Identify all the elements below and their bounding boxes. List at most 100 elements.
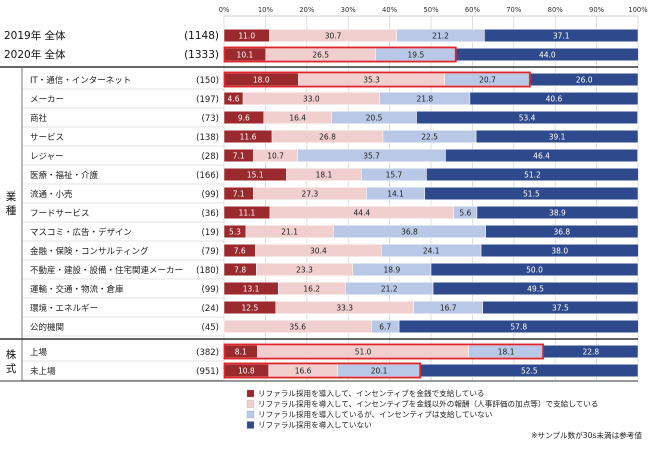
- row-count: (99): [202, 190, 219, 200]
- legend-swatch: [246, 400, 255, 408]
- bar-segment: [430, 263, 639, 276]
- row-count: (36): [202, 209, 219, 219]
- segment-value-label: 22.8: [582, 347, 599, 356]
- row-count: (79): [202, 247, 219, 257]
- row-label: 上場: [30, 347, 48, 358]
- bar-row: 上場 (382) 8.1 51.0 18.1 22.8: [23, 343, 639, 362]
- row-label: 金融・保険・コンサルティング: [30, 246, 149, 257]
- bar-segment: [484, 29, 639, 42]
- segment-value-label: 46.4: [533, 151, 550, 160]
- segment-value-label: 18.9: [384, 265, 401, 274]
- segment-value-label: 7.1: [233, 151, 245, 160]
- segment-value-label: 21.2: [381, 284, 398, 293]
- row-count: (1333): [184, 49, 219, 61]
- segment-value-label: 6.7: [379, 322, 391, 331]
- segment-value-label: 33.3: [336, 303, 353, 312]
- x-tick-label: 30%: [341, 6, 357, 14]
- x-tick-label: 40%: [382, 6, 398, 14]
- segment-value-label: 27.3: [302, 189, 319, 198]
- segment-value-label: 16.6: [295, 366, 312, 375]
- segment-value-label: 7.1: [233, 189, 245, 198]
- row-label: IT・通信・インターネット: [30, 75, 131, 86]
- bar-row: 2019年 全体 (1148) 11.0 30.7 21.2 37.1: [4, 29, 639, 42]
- segment-value-label: 38.9: [549, 208, 566, 217]
- bar-segment: [445, 149, 638, 162]
- segment-value-label: 53.4: [519, 113, 536, 122]
- highlight-box: [223, 343, 545, 360]
- segment-value-label: 11.1: [239, 208, 256, 217]
- segment-value-label: 52.5: [521, 366, 538, 375]
- segment-value-label: 51.5: [523, 189, 540, 198]
- group-label-char: 種: [6, 204, 17, 217]
- legend-label: リファラル採用を導入して、インセンティブを金銭で支給している: [258, 388, 485, 398]
- segment-value-label: 36.8: [401, 227, 418, 236]
- bar-row: IT・通信・インターネット (150) 18.0 35.3 20.7 26.0: [23, 71, 639, 90]
- segment-value-label: 21.2: [432, 31, 449, 40]
- segment-value-label: 5.3: [229, 227, 241, 236]
- bar-row: 2020年 全体 (1333) 10.1 26.5 19.5 44.0: [4, 46, 639, 63]
- segment-value-label: 11.6: [240, 132, 257, 141]
- bar-row: レジャー (28) 7.1 10.7 35.7 46.4: [23, 149, 638, 166]
- legend-item: リファラル採用を導入しているが、インセンティブは支給していない: [246, 409, 492, 419]
- bar-segment: [475, 130, 639, 143]
- row-count: (45): [202, 323, 219, 333]
- x-axis-ticks: 0% 10% 20% 30% 40% 50% 60% 70% 80% 90% 100%: [219, 6, 649, 14]
- x-tick-label: 10%: [258, 6, 274, 14]
- legend-label: リファラル採用を導入していない: [258, 420, 372, 430]
- bar-segment: [416, 111, 638, 124]
- segment-value-label: 18.0: [253, 75, 270, 84]
- segment-value-label: 14.1: [387, 189, 404, 198]
- segment-value-label: 30.4: [310, 246, 327, 255]
- bar-segment: [424, 187, 639, 200]
- segment-value-label: 20.5: [366, 113, 383, 122]
- row-label: 商社: [30, 113, 48, 124]
- segment-value-label: 9.6: [238, 113, 250, 122]
- x-tick-label: 100%: [628, 6, 648, 14]
- segment-value-label: 26.5: [312, 50, 329, 59]
- rows-layer: 2019年 全体 (1148) 11.0 30.7 21.2 37.1 2020年 全体 (1…: [4, 29, 639, 381]
- group-label-char: 株: [6, 348, 17, 361]
- segment-value-label: 23.3: [296, 265, 313, 274]
- bar-segment: [480, 244, 639, 257]
- x-tick-label: 20%: [299, 6, 315, 14]
- legend-swatch: [246, 389, 255, 398]
- bar-segment: [469, 92, 639, 105]
- legend-label: リファラル採用を導入して、インセンティブを金銭以外の報酬（人事評価の加点等）で支…: [258, 399, 598, 409]
- segment-value-label: 18.1: [498, 347, 515, 356]
- legend-item: リファラル採用を導入して、インセンティブを金銭以外の報酬（人事評価の加点等）で支…: [246, 399, 598, 409]
- bar-row: 商社 (73) 9.6 16.4 20.5 53.4: [23, 111, 638, 128]
- segment-value-label: 21.1: [281, 227, 298, 236]
- segment-value-label: 13.1: [243, 284, 260, 293]
- row-count: (382): [196, 348, 219, 358]
- x-tick-label: 0%: [219, 6, 230, 14]
- segment-value-label: 24.1: [423, 246, 440, 255]
- row-label: 公的機関: [30, 322, 64, 333]
- bar-row: 金融・保険・コンサルティング (79) 7.6 30.4 24.1 38.0: [23, 244, 639, 261]
- bar-segment: [432, 282, 639, 295]
- row-label: 2019年 全体: [4, 29, 66, 42]
- segment-value-label: 49.5: [527, 284, 544, 293]
- bar-row: 運輸・交通・物流・倉庫 (99) 13.1 16.2 21.2 49.5: [23, 282, 639, 299]
- row-label: 未上場: [30, 366, 56, 377]
- row-label: 環境・エネルギー: [30, 303, 98, 314]
- segment-value-label: 26.8: [319, 132, 336, 141]
- segment-value-label: 26.0: [576, 75, 593, 84]
- x-tick-label: 90%: [589, 6, 605, 14]
- x-tick-label: 60%: [465, 6, 481, 14]
- segment-value-label: 39.1: [549, 132, 566, 141]
- segment-value-label: 8.1: [235, 347, 247, 356]
- bar-row: 不動産・建設・設備・住宅関連メーカー (180) 7.8 23.3 18.9 50.0: [23, 263, 639, 280]
- row-count: (24): [202, 304, 219, 314]
- x-tick-label: 70%: [506, 6, 522, 14]
- row-label: レジャー: [30, 152, 64, 162]
- segment-value-label: 35.7: [363, 151, 380, 160]
- segment-value-label: 22.5: [421, 132, 438, 141]
- row-label: 2020年 全体: [4, 48, 66, 61]
- segment-value-label: 37.1: [553, 31, 570, 40]
- row-count: (28): [202, 152, 219, 162]
- segment-value-label: 20.1: [371, 366, 388, 375]
- group-label-char: 式: [6, 362, 17, 375]
- bar-segment: [398, 320, 639, 333]
- bar-row: 未上場 (951) 10.8 16.6 20.1 52.5: [23, 362, 639, 381]
